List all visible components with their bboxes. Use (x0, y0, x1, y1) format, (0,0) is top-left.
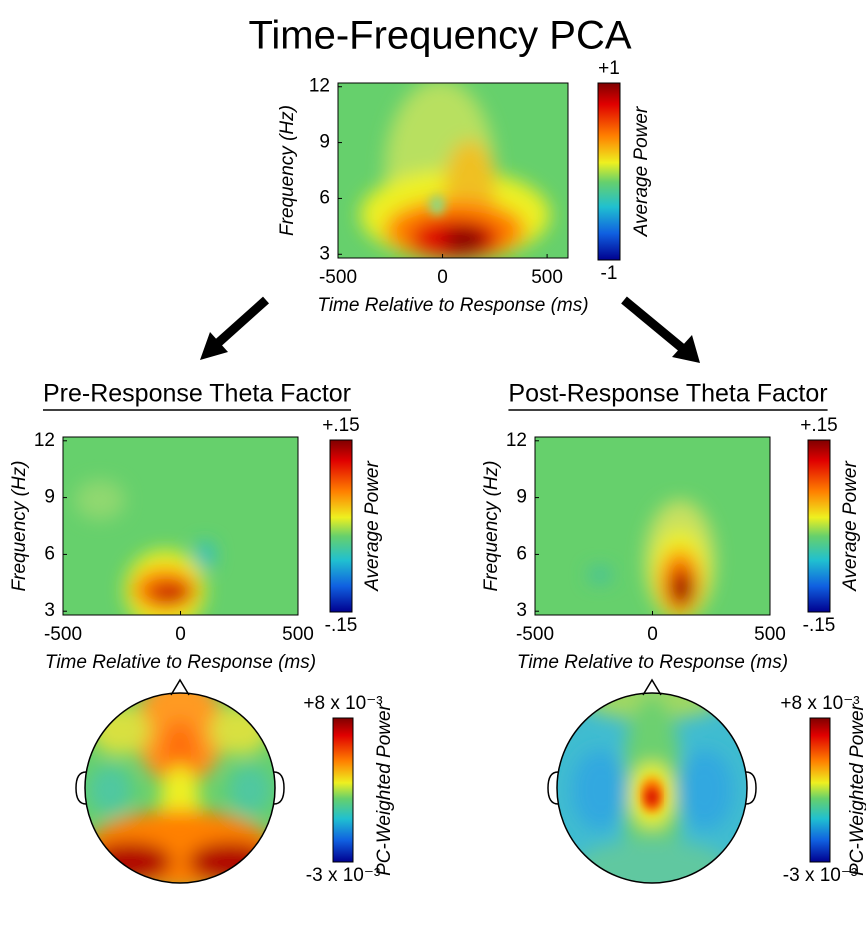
colorbar-tick-label: +.15 (800, 415, 838, 436)
y-tick-label: 6 (516, 543, 527, 564)
colorbar (809, 717, 831, 863)
y-tick-label: 12 (34, 430, 55, 451)
arrows (214, 296, 685, 352)
x-axis-label: Time Relative to Response (ms) (317, 295, 588, 316)
x-tick-label: 0 (175, 624, 186, 645)
figure-title: Time-Frequency PCA (248, 14, 631, 58)
plot-frame (337, 82, 569, 259)
colorbar-tick-label: +1 (598, 58, 620, 79)
colorbar-tick-label: -.15 (325, 615, 358, 636)
topomap-image (557, 693, 747, 883)
panel-title: Post-Response Theta Factor (508, 380, 827, 408)
colorbar (329, 439, 353, 613)
colorbar-label: Average Power (631, 106, 652, 237)
colorbar-label: Average Power (840, 461, 861, 592)
colorbar-tick-label: -3 x 10⁻³ (783, 865, 857, 886)
x-axis-label: Time Relative to Response (ms) (45, 652, 316, 673)
x-tick-label: 500 (531, 267, 563, 288)
x-tick-label: 500 (754, 624, 786, 645)
colorbar (597, 82, 621, 261)
heatmap-image (535, 437, 770, 615)
topomap-image (85, 693, 275, 883)
colorbar-label: PC-Weighted Power (374, 703, 395, 875)
y-axis-label: Frequency (Hz) (277, 105, 298, 236)
colorbar-tick-label: -.15 (803, 615, 836, 636)
colorbar-tick-label: +.15 (322, 415, 360, 436)
panel-title: Pre-Response Theta Factor (43, 380, 351, 408)
colorbar-label: PC-Weighted Power (847, 703, 866, 875)
x-tick-label: -500 (44, 624, 82, 645)
colorbar (332, 717, 354, 863)
y-tick-label: 9 (516, 487, 527, 508)
y-tick-label: 6 (319, 187, 330, 208)
colorbar-tick-label: -3 x 10⁻³ (306, 865, 380, 886)
x-tick-label: -500 (319, 267, 357, 288)
x-tick-label: 500 (282, 624, 314, 645)
y-tick-label: 6 (44, 543, 55, 564)
x-tick-label: 0 (437, 267, 448, 288)
y-axis-label: Frequency (Hz) (9, 461, 30, 592)
x-tick-label: -500 (516, 624, 554, 645)
heatmap-image (63, 437, 298, 615)
head-outline (75, 678, 757, 884)
colorbar-tick-label: +8 x 10⁻³ (303, 693, 382, 714)
y-tick-label: 12 (506, 430, 527, 451)
y-axis-label: Frequency (Hz) (481, 461, 502, 592)
y-tick-label: 12 (309, 76, 330, 97)
colorbar-tick-label: -1 (601, 263, 618, 284)
heatmap-image (338, 83, 568, 258)
y-tick-label: 9 (319, 132, 330, 153)
colorbar-label: Average Power (362, 461, 383, 592)
arrow-head (200, 332, 228, 360)
y-tick-label: 3 (516, 600, 527, 621)
x-axis-label: Time Relative to Response (ms) (517, 652, 788, 673)
x-tick-label: 0 (647, 624, 658, 645)
arrow-head (672, 335, 700, 363)
colorbar (807, 439, 831, 613)
y-tick-label: 3 (319, 243, 330, 264)
colorbar-tick-label: +8 x 10⁻³ (780, 693, 859, 714)
y-tick-label: 3 (44, 600, 55, 621)
y-tick-label: 9 (44, 487, 55, 508)
